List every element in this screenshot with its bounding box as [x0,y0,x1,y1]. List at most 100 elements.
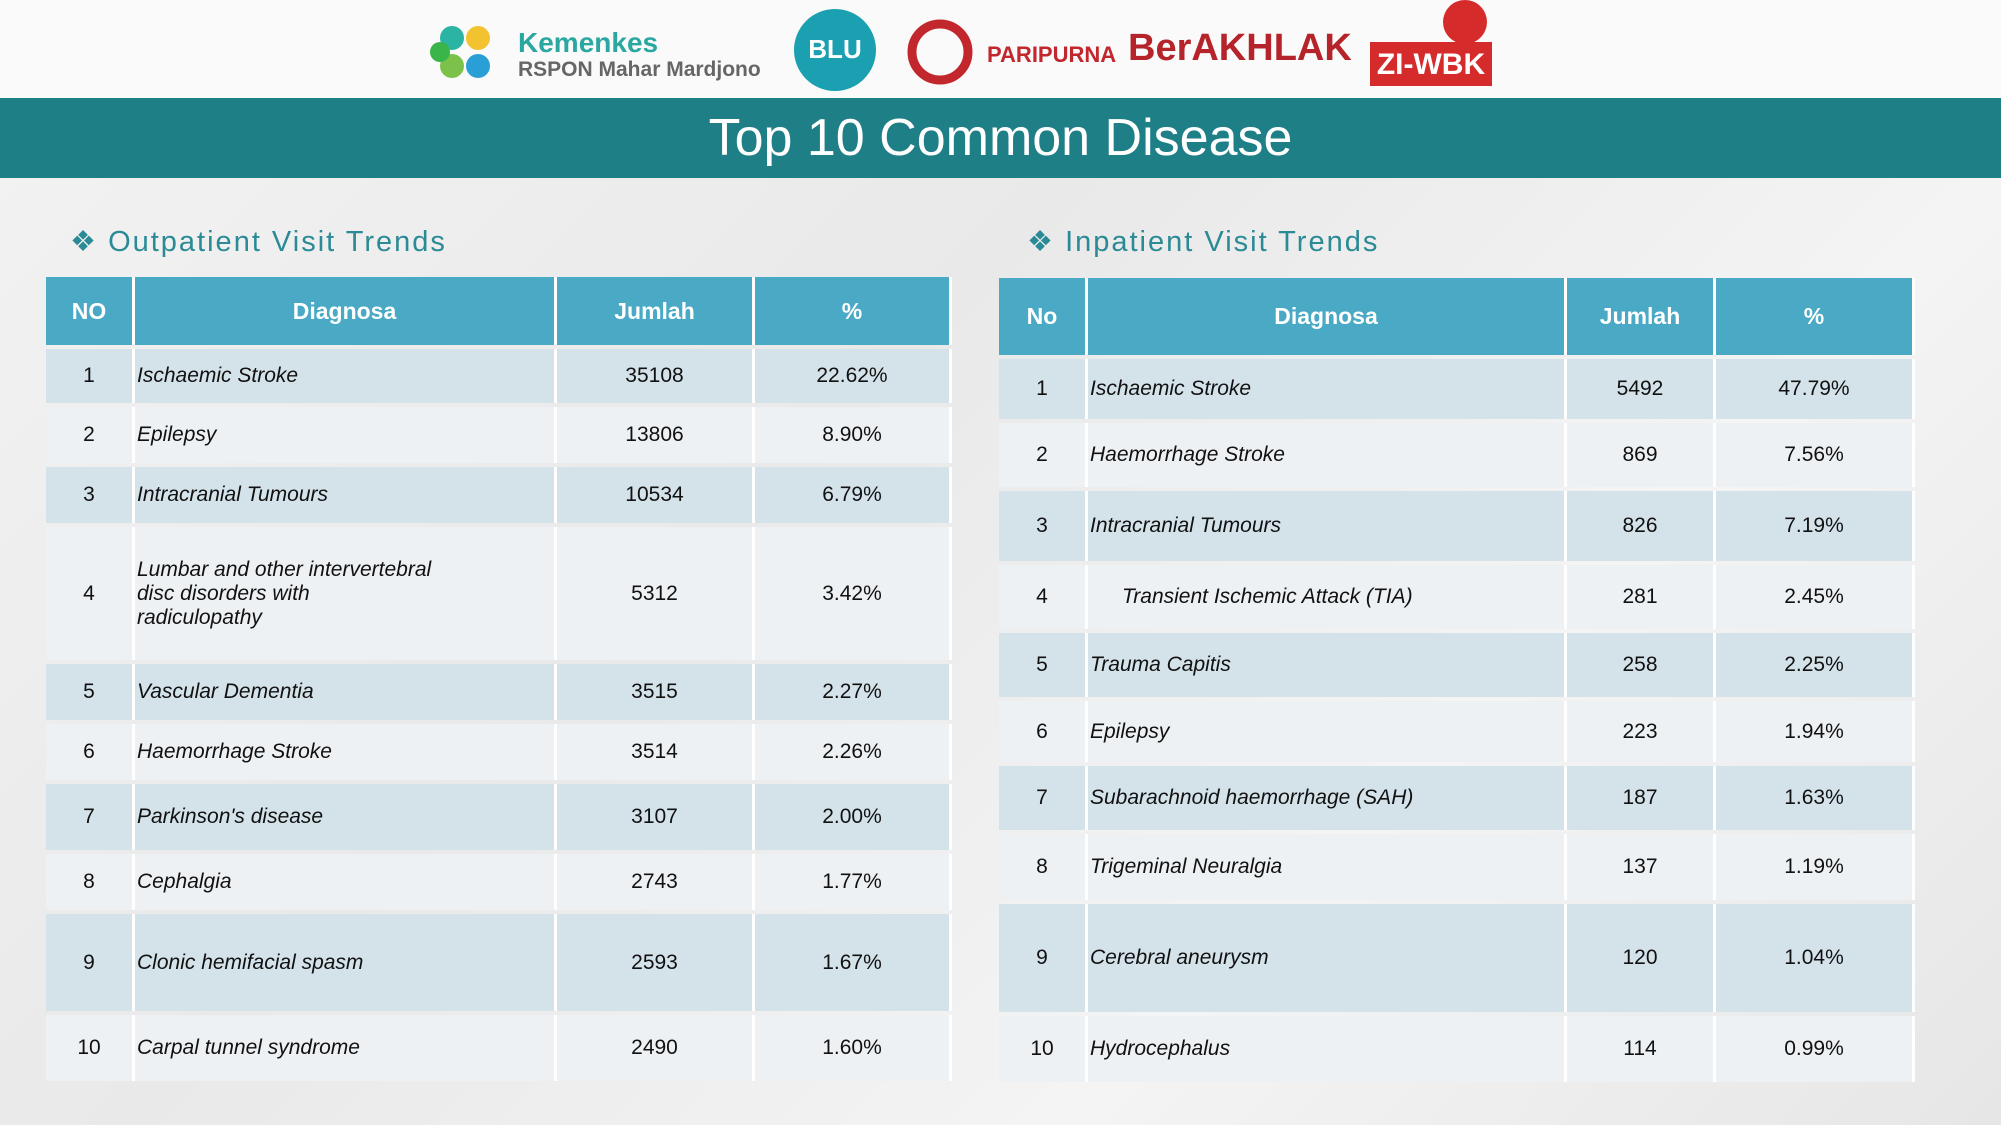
cell: 10 [999,1016,1088,1082]
cell: 2593 [557,914,755,1011]
table-row: 2 Haemorrhage Stroke 869 7.56% [999,423,1915,487]
cell: 3107 [557,784,755,850]
diagnosis-cell: Intracranial Tumours [135,467,557,523]
table-row: 7 Parkinson's disease 3107 2.00% [46,784,952,850]
cell: 22.62% [755,349,952,403]
cell: 1.19% [1716,834,1915,900]
table-row: 1 Ischaemic Stroke 35108 22.62% [46,349,952,403]
table-row: 8 Cephalgia 2743 1.77% [46,854,952,910]
column-header: Jumlah [1567,278,1716,355]
section-heading: ❖ Inpatient Visit Trends [1027,226,1380,258]
column-header: Jumlah [557,277,755,345]
table-row: 9 Clonic hemifacial spasm 2593 1.67% [46,914,952,1011]
cell: 1 [46,349,135,403]
table-row: 5 Trauma Capitis 258 2.25% [999,633,1915,697]
cell: 5 [999,633,1088,697]
cell: 2490 [557,1015,755,1081]
table-row: 6 Epilepsy 223 1.94% [999,701,1915,762]
cell: 8 [999,834,1088,900]
title: Top 10 Common Disease [708,109,1293,167]
logo-text: BLU [808,34,861,64]
cell: 2 [999,423,1088,487]
cell: 5 [46,664,135,720]
cell: 9 [999,904,1088,1012]
column-header: No [999,278,1088,355]
logo-text: PARIPURNA [987,42,1116,67]
cell: 2.00% [755,784,952,850]
cell: 120 [1567,904,1716,1012]
cell: 187 [1567,766,1716,830]
cell: 5492 [1567,359,1716,419]
cell: 8 [46,854,135,910]
logo-text: Kemenkes [518,27,658,58]
cell: 2.26% [755,724,952,780]
paripurna-icon [907,19,973,85]
cell: 258 [1567,633,1716,697]
table-row: 3 Intracranial Tumours 10534 6.79% [46,467,952,523]
cell: 5312 [557,527,755,660]
cell: 2743 [557,854,755,910]
table-row: 4 Lumbar and other intervertebral disc di… [46,527,952,660]
diagnosis-cell: Trigeminal Neuralgia [1088,834,1567,900]
table-row: 10 Hydrocephalus 114 0.99% [999,1016,1915,1082]
cell: 2.27% [755,664,952,720]
section-heading: ❖ Outpatient Visit Trends [70,226,447,258]
cell: 869 [1567,423,1716,487]
cell: 7 [46,784,135,850]
cell: 1.63% [1716,766,1915,830]
diagnosis-cell: Haemorrhage Stroke [1088,423,1567,487]
cell: 2.45% [1716,565,1915,629]
cell: 1 [999,359,1088,419]
cell: 35108 [557,349,755,403]
logos: Kemenkes RSPON Mahar Mardjono BLU PARIPU… [430,0,1492,91]
table-row: 10 Carpal tunnel syndrome 2490 1.60% [46,1015,952,1081]
cell: 8.90% [755,407,952,463]
cell: 114 [1567,1016,1716,1082]
diagnosis-cell: Parkinson's disease [135,784,557,850]
cell: 1.60% [755,1015,952,1081]
diagnosis-cell: Epilepsy [135,407,557,463]
logo-text: ZI-WBK [1377,48,1486,81]
cell: 6 [46,724,135,780]
cell: 3515 [557,664,755,720]
cell: 0.99% [1716,1016,1915,1082]
diagnosis-cell: Lumbar and other intervertebral disc dis… [135,527,557,660]
column-header: % [755,277,952,345]
table-row: 7 Subarachnoid haemorrhage (SAH) 187 1.63% [999,766,1915,830]
table-row: 8 Trigeminal Neuralgia 137 1.19% [999,834,1915,900]
cell: 3 [46,467,135,523]
cell: 9 [46,914,135,1011]
kemenkes-icon [430,26,490,78]
diagnosis-cell: Cephalgia [135,854,557,910]
ziwbk-circle [1443,0,1487,44]
cell: 223 [1567,701,1716,762]
cell: 1.04% [1716,904,1915,1012]
diagnosis-cell: Vascular Dementia [135,664,557,720]
table-row: 2 Epilepsy 13806 8.90% [46,407,952,463]
cell: 3.42% [755,527,952,660]
cell: 2 [46,407,135,463]
cell: 6.79% [755,467,952,523]
diagnosis-cell: Subarachnoid haemorrhage (SAH) [1088,766,1567,830]
column-header: % [1716,278,1915,355]
logo-text: BerAKHLAK [1128,27,1352,69]
cell: 137 [1567,834,1716,900]
heading-text: Outpatient Visit Trends [108,226,447,258]
diagnosis-cell: Epilepsy [1088,701,1567,762]
diagnosis-cell: Ischaemic Stroke [1088,359,1567,419]
diagnosis-cell: Hydrocephalus [1088,1016,1567,1082]
blu-circle [794,9,876,91]
table-row: 6 Haemorrhage Stroke 3514 2.26% [46,724,952,780]
diagnosis-cell: Carpal tunnel syndrome [135,1015,557,1081]
table-row: 5 Vascular Dementia 3515 2.27% [46,664,952,720]
header-row: NO Diagnosa Jumlah% [46,277,952,345]
diagnosis-cell: Cerebral aneurysm [1088,904,1567,1012]
logo-text: RSPON Mahar Mardjono [518,58,761,81]
cell: 3 [999,491,1088,561]
diagnosis-cell: Trauma Capitis [1088,633,1567,697]
cell: 4 [999,565,1088,629]
cell: 7 [999,766,1088,830]
table-row: 9 Cerebral aneurysm 120 1.04% [999,904,1915,1012]
cell: 47.79% [1716,359,1915,419]
heading-text: Inpatient Visit Trends [1065,226,1380,258]
